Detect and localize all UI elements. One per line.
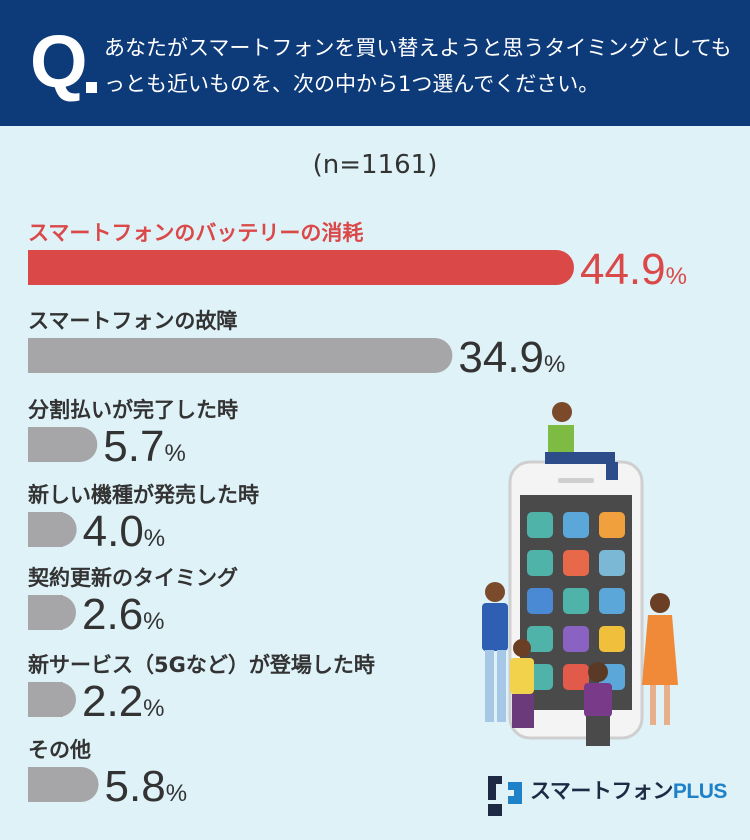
- value-label: 5.8%: [105, 762, 188, 811]
- bar-left-edge: [28, 338, 63, 373]
- app-icon: [599, 512, 625, 538]
- app-icon: [599, 588, 625, 614]
- app-icon: [527, 550, 553, 576]
- bar-left-edge: [28, 512, 63, 547]
- bar: [28, 338, 453, 373]
- value-label: 4.0%: [83, 507, 166, 556]
- app-icon: [563, 512, 589, 538]
- app-icon: [527, 626, 553, 652]
- question-header: Q あなたがスマートフォンを買い替えようと思うタイミングとしてもっとも近いものを…: [0, 0, 750, 126]
- app-icon: [563, 626, 589, 652]
- value-label: 2.6%: [82, 590, 165, 639]
- app-icon: [599, 626, 625, 652]
- category-label: 分割払いが完了した時: [28, 398, 238, 422]
- category-label: 新しい機種が発売した時: [28, 483, 259, 507]
- logo-text: スマートフォンPLUS: [530, 780, 727, 803]
- q-dot: [86, 82, 97, 93]
- bar-left-edge: [28, 595, 63, 630]
- app-icon: [599, 550, 625, 576]
- bar-left-edge: [28, 767, 63, 802]
- logo-icon: [488, 776, 522, 816]
- category-label: 契約更新のタイミング: [27, 566, 238, 590]
- question-text: あなたがスマートフォンを買い替えようと思うタイミングとしてもっとも近いものを、次…: [104, 36, 732, 96]
- q-label: Q: [30, 20, 88, 103]
- category-label: スマートフォンの故障: [28, 309, 237, 333]
- phone-illustration-icon: [482, 402, 678, 746]
- app-icon: [563, 588, 589, 614]
- bar: [28, 250, 574, 285]
- value-label: 2.2%: [82, 677, 165, 726]
- value-label: 34.9%: [458, 333, 565, 382]
- category-label: スマートフォンのバッテリーの消耗: [28, 221, 363, 245]
- value-label: 5.7%: [103, 422, 186, 471]
- category-label: その他: [28, 738, 91, 762]
- app-icon: [563, 550, 589, 576]
- value-label: 44.9%: [580, 245, 687, 294]
- bar-left-edge: [28, 682, 63, 717]
- brand-logo: スマートフォンPLUS: [488, 775, 727, 805]
- bar-left-edge: [28, 427, 63, 462]
- bar-left-edge: [28, 250, 63, 285]
- app-icon: [563, 664, 589, 690]
- category-label: 新サービス（5Gなど）が登場した時: [28, 653, 375, 677]
- sample-size: (n=1161): [312, 150, 438, 180]
- app-icon: [527, 588, 553, 614]
- app-icon: [527, 512, 553, 538]
